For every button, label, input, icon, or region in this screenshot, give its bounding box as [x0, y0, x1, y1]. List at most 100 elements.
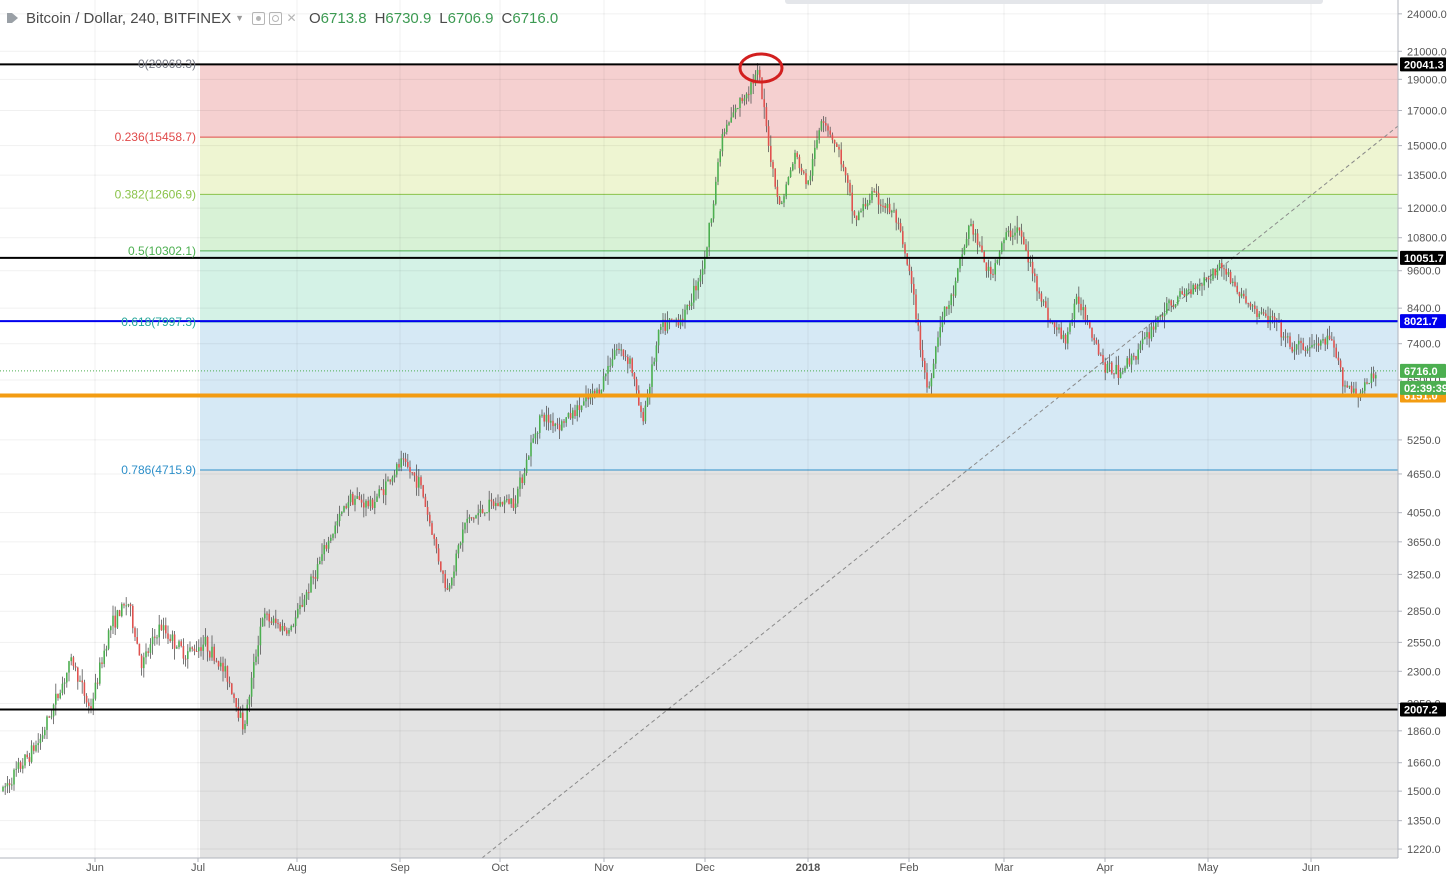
- candle-body: [558, 424, 561, 431]
- candle-body: [167, 633, 169, 639]
- candle-body: [787, 176, 790, 185]
- fibonacci-retracement[interactable]: [200, 63, 1398, 858]
- candle-body: [257, 645, 259, 657]
- candle-body: [651, 364, 653, 387]
- symbol-title[interactable]: Bitcoin / Dollar, 240, BITFINEX: [26, 9, 232, 27]
- candle-body: [1159, 315, 1161, 318]
- candle-body: [860, 210, 862, 213]
- candle-body: [385, 481, 387, 496]
- candle-body: [849, 182, 851, 193]
- candle-body: [143, 657, 145, 669]
- candle-body: [774, 168, 776, 187]
- candle-body: [1045, 301, 1047, 308]
- candle-body: [140, 655, 143, 669]
- candle-body: [688, 304, 691, 306]
- candle-body: [1317, 343, 1320, 346]
- candle-body: [1348, 385, 1351, 388]
- candle-body: [550, 420, 552, 423]
- candle-body: [1284, 336, 1287, 338]
- candle-body: [44, 729, 46, 736]
- candle-body: [611, 359, 614, 366]
- candle-body: [761, 77, 763, 100]
- time-axis[interactable]: Jun Jul Aug Sep Oct Nov Dec 2018 Feb Mar Apr May Jun: [0, 857, 1454, 882]
- candle-body: [1075, 296, 1078, 304]
- candle-body: [1161, 315, 1164, 317]
- candle-body: [182, 645, 185, 659]
- candle-body: [862, 204, 864, 211]
- candle-body: [675, 319, 677, 321]
- candle-body: [796, 152, 798, 158]
- candle-body: [74, 666, 77, 668]
- candle-body: [369, 499, 372, 507]
- low-label: L: [439, 9, 448, 27]
- candle-body: [561, 421, 563, 431]
- candle-body: [888, 203, 891, 213]
- candle-body: [59, 692, 61, 699]
- price-tick-label: 9600.0: [1407, 266, 1441, 278]
- candle-body: [112, 615, 114, 627]
- candle-body: [523, 473, 526, 483]
- candle-body: [792, 163, 794, 171]
- candle-body: [198, 647, 200, 652]
- candle-body: [521, 477, 523, 483]
- candle-body: [24, 754, 26, 766]
- candle-body: [61, 683, 64, 693]
- close-icon[interactable]: ✕: [286, 10, 297, 25]
- candle-body: [323, 545, 325, 555]
- candle-body: [1113, 373, 1115, 375]
- countdown-tag-bg: [1400, 380, 1446, 395]
- candle-body: [1157, 317, 1159, 323]
- candle-body: [719, 151, 721, 163]
- candle-body: [743, 98, 746, 102]
- candle-body: [598, 389, 600, 396]
- candle-body: [347, 502, 350, 508]
- price-tick-label: 17000.0: [1407, 106, 1447, 118]
- candle-body: [765, 107, 768, 127]
- top-scroll-strip[interactable]: [785, 0, 1323, 4]
- horizontal-lines[interactable]: [0, 63, 1398, 711]
- eye-icon[interactable]: [252, 11, 265, 25]
- candle-body: [897, 222, 900, 224]
- chevron-down-icon[interactable]: ▼: [235, 13, 244, 23]
- candle-body: [1368, 382, 1370, 384]
- candle-body: [965, 238, 968, 247]
- candle-body: [237, 706, 240, 718]
- candle-body: [882, 205, 884, 207]
- candle-body: [156, 637, 158, 639]
- candle-body: [132, 605, 134, 629]
- candle-body: [1203, 277, 1205, 286]
- candle-body: [299, 604, 301, 609]
- candle-body: [129, 604, 132, 606]
- candle-body: [1260, 312, 1263, 314]
- time-tick-label: Apr: [1096, 862, 1113, 874]
- candle-body: [728, 122, 730, 125]
- candle-body: [1012, 235, 1014, 238]
- candle-body: [1372, 373, 1375, 379]
- candle-body: [895, 210, 897, 223]
- candle-body: [574, 410, 576, 416]
- candle-body: [1181, 291, 1183, 295]
- candle-body: [1258, 313, 1260, 317]
- candle-body: [380, 489, 383, 491]
- price-axis[interactable]: 24000.0 21000.0 19000.0 17000.0 15000.0 13500…: [1397, 0, 1454, 882]
- candle-body: [1119, 372, 1122, 378]
- gear-icon[interactable]: [269, 11, 282, 25]
- candle-body: [1346, 385, 1348, 388]
- candle-body: [1108, 362, 1111, 364]
- candle-body: [671, 318, 673, 320]
- candle-body: [459, 542, 462, 546]
- open-value: 6713.8: [320, 9, 367, 27]
- candle-body: [976, 233, 979, 245]
- candle-body: [781, 202, 783, 204]
- candle-body: [1256, 308, 1258, 317]
- candle-body: [1069, 323, 1071, 332]
- time-tick-label: Jun: [86, 862, 104, 874]
- last-price-tag: 6716.0: [1404, 366, 1438, 378]
- fib-label-5: 0.786(4715.9): [121, 463, 196, 477]
- candle-body: [1007, 230, 1010, 233]
- candle-body: [1122, 371, 1124, 373]
- candle-body: [39, 738, 42, 744]
- candle-body: [242, 712, 244, 730]
- candle-body: [745, 93, 748, 99]
